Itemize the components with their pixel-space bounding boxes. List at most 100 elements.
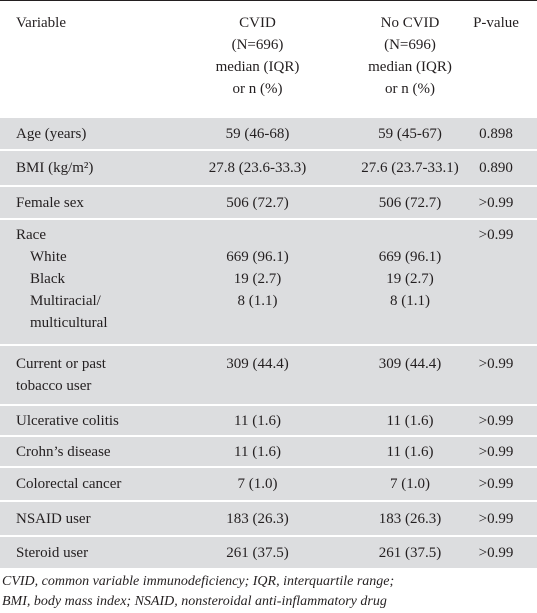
cell-line: >0.99	[478, 444, 514, 460]
cell-line: 309 (44.4)	[226, 356, 289, 372]
table-cell: >0.99	[455, 410, 537, 432]
table-cell: 27.6 (23.7-33.1)	[330, 157, 490, 179]
cell-line: >0.99	[478, 227, 514, 243]
table-cell: 27.8 (23.6-33.3)	[175, 157, 340, 179]
table-cell: Multiracial/multicultural	[30, 290, 190, 334]
table-cell: 183 (26.3)	[330, 508, 490, 530]
table-cell: >0.99	[455, 353, 537, 375]
cell-line: 11 (1.6)	[234, 413, 281, 429]
cell-line: or n (%)	[385, 81, 435, 97]
cell-line: 261 (37.5)	[226, 544, 289, 561]
table-cell: >0.99	[455, 441, 537, 463]
table-row: Female sex 506 (72.7) 506 (72.7) >0.99	[0, 187, 537, 218]
table-cell: 261 (37.5)	[175, 542, 340, 564]
cell-line: multicultural	[30, 315, 108, 331]
table-cell: White	[30, 246, 190, 268]
cell-line: >0.99	[478, 194, 514, 211]
table-cell: 11 (1.6)	[330, 410, 490, 432]
table-row: Steroid user 261 (37.5) 261 (37.5) >0.99	[0, 537, 537, 568]
header-row: Variable CVID (N=696) median (IQR) or n (%) N…	[0, 0, 537, 110]
table-cell: 8 (1.1)	[330, 290, 490, 312]
table-cell: 59 (46-68)	[175, 123, 340, 145]
table-cell: 0.898	[455, 123, 537, 145]
cell-line: 0.890	[479, 160, 513, 176]
cell-line: 309 (44.4)	[378, 356, 442, 372]
table-row: Crohn’s disease 11 (1.6) 11 (1.6) >0.99	[0, 437, 537, 466]
cell-line: 19 (2.7)	[386, 271, 434, 287]
table-row: Current or past tobacco user 309 (44.4) 309…	[0, 346, 537, 404]
cell-line: >0.99	[478, 356, 514, 372]
table-cell: 0.890	[455, 157, 537, 179]
table-cell: 11 (1.6)	[175, 410, 340, 432]
cell-line: Variable	[16, 15, 66, 31]
table-cell: 7 (1.0)	[175, 473, 340, 495]
cell-line: >0.99	[478, 544, 514, 561]
table-cell: Steroid user	[16, 542, 176, 564]
cell-line: 506 (72.7)	[378, 194, 442, 211]
table-cell: 19 (2.7)	[175, 268, 340, 290]
table-row: Colorectal cancer 7 (1.0) 7 (1.0) >0.99	[0, 468, 537, 500]
cell-line: tobacco user	[16, 378, 92, 394]
table-cell: 8 (1.1)	[175, 290, 340, 312]
cell-line: Female sex	[16, 194, 84, 211]
table-cell: Variable	[16, 12, 176, 34]
table-cell: BMI (kg/m²)	[16, 157, 176, 179]
cell-line: (N=696)	[231, 37, 284, 53]
table-cell: >0.99	[455, 508, 537, 530]
table-cell: Colorectal cancer	[16, 473, 176, 495]
table-cell: 309 (44.4)	[175, 353, 340, 375]
table-cell: Crohn’s disease	[16, 441, 176, 463]
table-cell: >0.99	[455, 224, 537, 246]
cell-line: 59 (45-67)	[378, 125, 442, 142]
cell-line: 261 (37.5)	[378, 544, 442, 561]
table-cell: 19 (2.7)	[330, 268, 490, 290]
cell-line: 506 (72.7)	[226, 194, 289, 211]
cell-line: or n (%)	[232, 81, 283, 97]
table-cell: Race	[16, 224, 176, 246]
table-cell: 183 (26.3)	[175, 508, 340, 530]
cell-line: BMI (kg/m²)	[16, 160, 94, 176]
cell-line: Race	[16, 227, 46, 243]
table-cell: Current or past tobacco user	[16, 353, 176, 397]
table-cell: No CVID (N=696) median (IQR) or n (%)	[330, 12, 490, 100]
cell-line: >0.99	[478, 413, 514, 429]
cell-line: Ulcerative colitis	[16, 413, 119, 429]
table-cell: 261 (37.5)	[330, 542, 490, 564]
cell-line: 11 (1.6)	[386, 413, 434, 429]
cell-line: P-value	[473, 15, 519, 31]
cell-line: 0.898	[479, 125, 513, 142]
table-cell: Ulcerative colitis	[16, 410, 176, 432]
table-row: Ulcerative colitis 11 (1.6) 11 (1.6) >0.99	[0, 406, 537, 435]
cell-line: No CVID	[380, 15, 440, 31]
cell-line: 8 (1.1)	[237, 293, 278, 309]
footnote: CVID, common variable immunodeficiency; …	[2, 574, 395, 589]
cell-line: 59 (46-68)	[225, 125, 290, 142]
table-cell: NSAID user	[16, 508, 176, 530]
table-cell: 669 (96.1)	[330, 246, 490, 268]
cell-line: 8 (1.1)	[390, 293, 430, 309]
cell-line: median (IQR)	[215, 59, 300, 75]
cell-line: Multiracial/	[30, 293, 101, 309]
table-cell: 506 (72.7)	[330, 192, 490, 214]
cell-line: Current or past	[16, 356, 106, 372]
cell-line: median (IQR)	[368, 59, 452, 75]
table-cell: 11 (1.6)	[330, 441, 490, 463]
cell-line: 19 (2.7)	[233, 271, 282, 287]
table-cell: 669 (96.1)	[175, 246, 340, 268]
table-cell: CVID (N=696) median (IQR) or n (%)	[175, 12, 340, 100]
cell-line: (N=696)	[384, 37, 436, 53]
cell-line: >0.99	[478, 510, 514, 527]
cell-line: 183 (26.3)	[378, 510, 442, 527]
cell-line: 7 (1.0)	[237, 476, 278, 492]
cell-line: Crohn’s disease	[16, 444, 111, 460]
table-cell: P-value	[455, 12, 537, 34]
table-cell: >0.99	[455, 192, 537, 214]
cell-line: 669 (96.1)	[378, 249, 442, 265]
table-cell: Age (years)	[16, 123, 176, 145]
table-cell: Black	[30, 268, 190, 290]
table-cell: 11 (1.6)	[175, 441, 340, 463]
table-cell: >0.99	[455, 542, 537, 564]
cell-line: 27.6 (23.7-33.1)	[361, 160, 459, 176]
cell-line: 7 (1.0)	[390, 476, 430, 492]
